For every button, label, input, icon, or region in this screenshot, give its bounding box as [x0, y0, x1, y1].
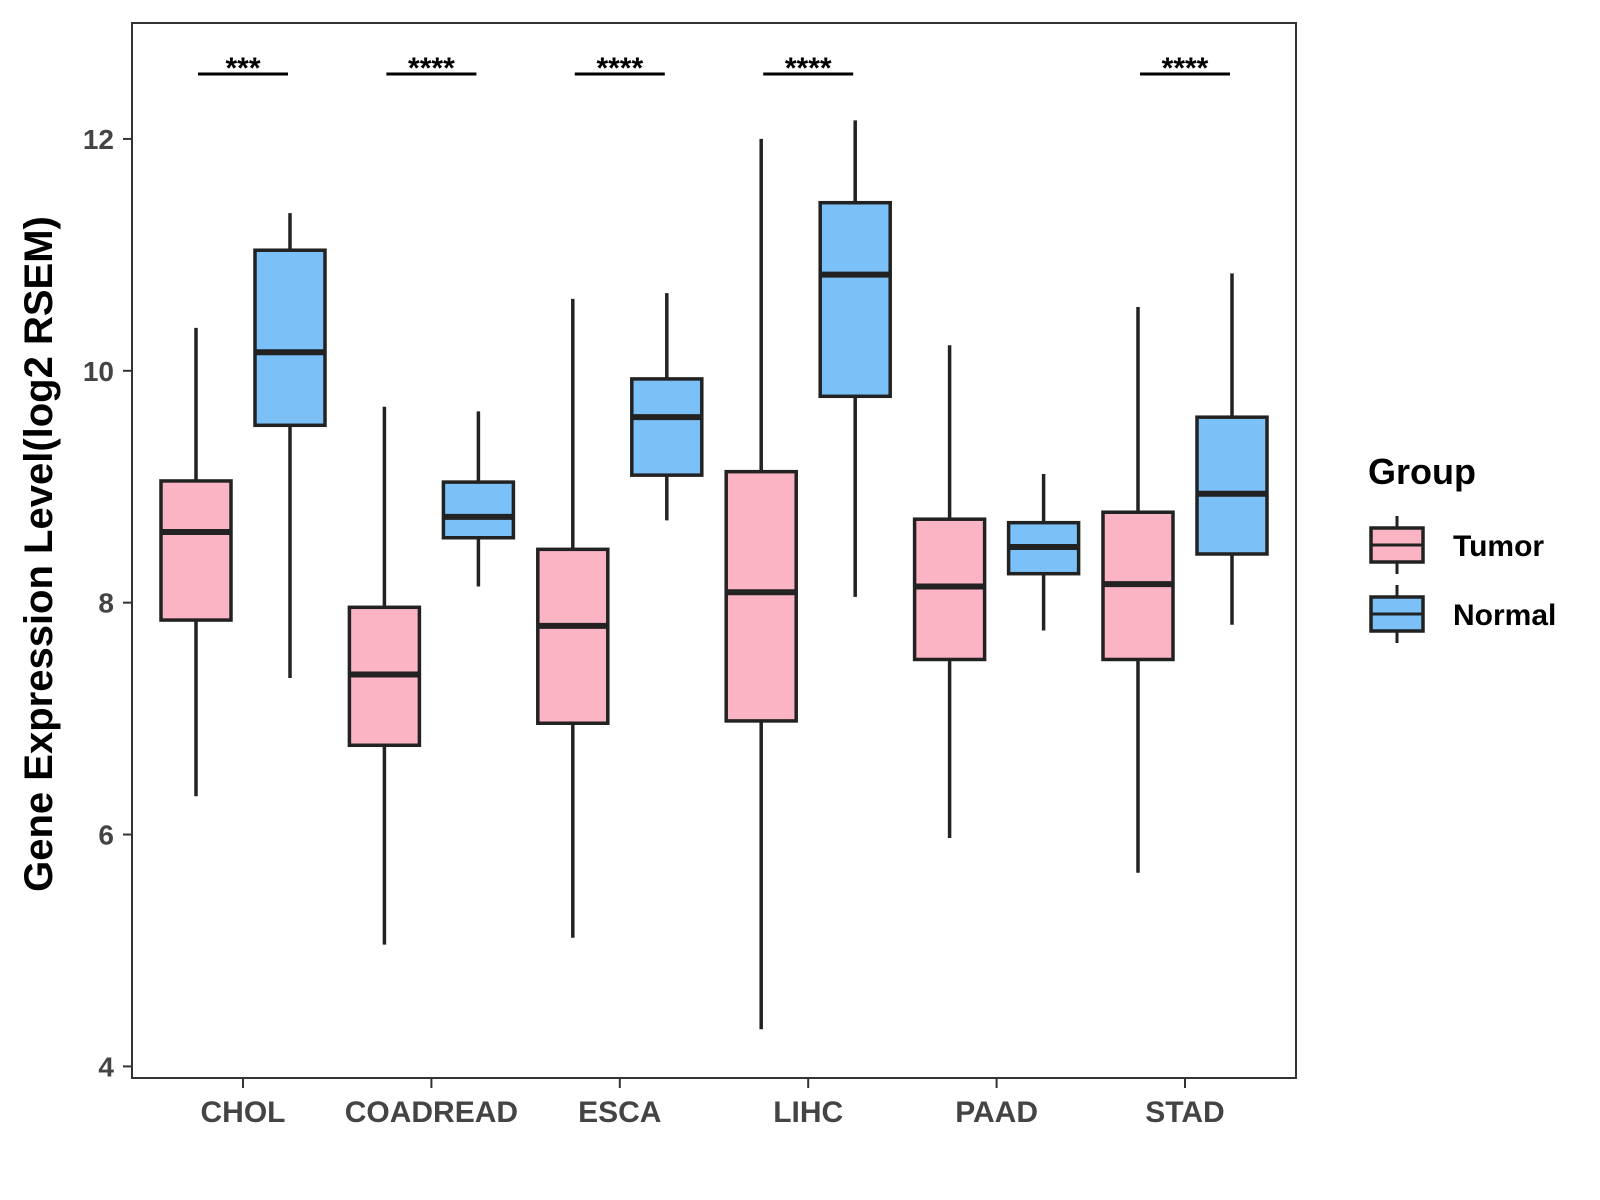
boxplot-tumor — [347, 406, 422, 945]
boxplot-tumor — [1101, 307, 1175, 873]
y-tick-label: 6 — [98, 820, 114, 851]
boxplot-normal — [1195, 273, 1269, 625]
box-iqr — [536, 547, 610, 725]
boxplot-normal — [1006, 473, 1081, 631]
box-iqr — [724, 469, 798, 723]
boxplot-normal — [253, 213, 327, 679]
boxplot-normal — [630, 293, 704, 521]
legend-title: Group — [1368, 451, 1476, 492]
box-iqr — [630, 377, 704, 477]
legend: Group Tumor Normal — [1368, 451, 1556, 643]
box-iqr — [1195, 415, 1269, 556]
x-tick-label: ESCA — [578, 1096, 661, 1129]
x-tick-label: CHOL — [201, 1096, 286, 1129]
significance-label: **** — [596, 52, 643, 85]
significance-label: **** — [785, 52, 832, 85]
x-tick-label: PAAD — [955, 1096, 1038, 1129]
significance-label: **** — [408, 52, 455, 85]
x-tick-label: STAD — [1145, 1096, 1224, 1129]
legend-item-normal: Normal — [1369, 585, 1556, 643]
boxplot-tumor — [536, 298, 610, 938]
boxplot-tumor — [159, 327, 233, 797]
significance-label: **** — [1162, 52, 1209, 85]
x-tick-label: LIHC — [773, 1096, 843, 1129]
box-iqr — [818, 200, 892, 399]
boxplot-tumor — [912, 345, 987, 839]
y-tick-label: 10 — [83, 356, 114, 387]
boxplot-normal — [441, 411, 516, 587]
box-iqr — [253, 248, 327, 428]
legend-item-tumor: Tumor — [1369, 516, 1544, 574]
y-tick-label: 4 — [98, 1051, 114, 1082]
box-iqr — [441, 480, 516, 540]
y-axis-title-group: Gene Expression Level(log2 RSEM) — [17, 216, 61, 892]
plot-area: 4 6 8 10 12 CHOL *** COADREAD **** ESCA **** LIHC **… — [83, 22, 1297, 1129]
y-axis-title: Gene Expression Level(log2 RSEM) — [17, 216, 61, 892]
legend-label: Normal — [1453, 599, 1556, 632]
plot-panel-border — [131, 22, 1297, 1079]
boxplot-normal — [818, 120, 892, 597]
y-tick-label: 8 — [98, 588, 114, 619]
x-tick-label: COADREAD — [345, 1096, 518, 1129]
y-tick-label: 12 — [83, 124, 114, 155]
significance-label: *** — [225, 52, 260, 85]
boxplot-tumor — [724, 138, 798, 1030]
box-iqr — [159, 479, 233, 622]
legend-label: Tumor — [1453, 530, 1544, 563]
